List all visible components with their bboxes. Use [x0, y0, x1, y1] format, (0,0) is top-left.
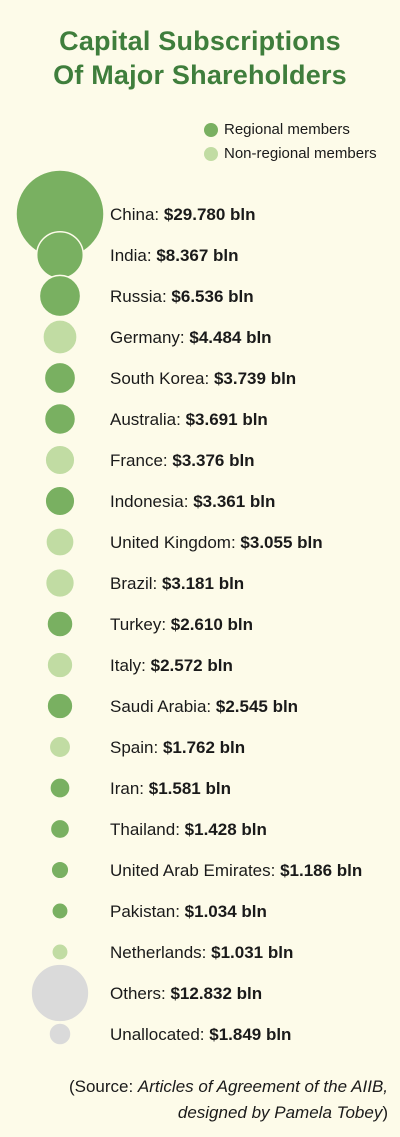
chart-title: Capital Subscriptions Of Major Sharehold… [0, 24, 400, 92]
label-name-thailand: Thailand: [110, 820, 185, 839]
label-france: France: $3.376 bln [110, 451, 255, 470]
label-value-south-korea: $3.739 bln [214, 369, 296, 388]
label-others: Others: $12.832 bln [110, 984, 262, 1003]
bubble-france [44, 444, 76, 476]
bubble-others [30, 963, 90, 1023]
legend-label-non-regional: Non-regional members [224, 145, 377, 162]
bubble-pakistan [51, 902, 69, 920]
bubble-thailand [49, 818, 71, 840]
bubble-netherlands [51, 943, 69, 961]
label-name-saudi-arabia: Saudi Arabia: [110, 697, 216, 716]
legend-item-non-regional: Non-regional members [204, 142, 377, 166]
label-south-korea: South Korea: $3.739 bln [110, 369, 296, 388]
label-name-south-korea: South Korea: [110, 369, 214, 388]
label-name-france: France: [110, 451, 172, 470]
source-prefix: (Source: [68, 1077, 138, 1096]
label-value-australia: $3.691 bln [186, 410, 268, 429]
label-name-iran: Iran: [110, 779, 149, 798]
legend-swatch-non-regional [204, 147, 218, 161]
label-name-turkey: Turkey: [110, 615, 171, 634]
label-name-pakistan: Pakistan: [110, 902, 185, 921]
bubble-russia [38, 274, 82, 318]
label-value-others: $12.832 bln [170, 984, 262, 1003]
label-value-italy: $2.572 bln [151, 656, 233, 675]
label-india: India: $8.367 bln [110, 246, 239, 265]
label-value-united-arab-emirates: $1.186 bln [280, 861, 362, 880]
bubble-chart: China: $29.780 bln India: $8.367 bln Russi… [15, 169, 362, 1046]
label-value-unallocated: $1.849 bln [209, 1025, 291, 1044]
label-value-pakistan: $1.034 bln [185, 902, 267, 921]
label-value-spain: $1.762 bln [163, 738, 245, 757]
label-saudi-arabia: Saudi Arabia: $2.545 bln [110, 697, 298, 716]
label-spain: Spain: $1.762 bln [110, 738, 245, 757]
bubble-spain [48, 735, 72, 759]
label-iran: Iran: $1.581 bln [110, 779, 231, 798]
bubble-germany [42, 319, 78, 355]
label-pakistan: Pakistan: $1.034 bln [110, 902, 267, 921]
label-name-germany: Germany: [110, 328, 189, 347]
label-value-china: $29.780 bln [164, 205, 256, 224]
label-germany: Germany: $4.484 bln [110, 328, 272, 347]
bubble-italy [46, 651, 74, 679]
legend-swatch-regional [204, 123, 218, 137]
label-value-brazil: $3.181 bln [162, 574, 244, 593]
bubble-indonesia [44, 485, 76, 517]
label-value-turkey: $2.610 bln [171, 615, 253, 634]
label-thailand: Thailand: $1.428 bln [110, 820, 267, 839]
source-note: (Source: Articles of Agreement of the AI… [69, 1074, 388, 1126]
label-name-netherlands: Netherlands: [110, 943, 211, 962]
legend-item-regional: Regional members [204, 118, 377, 142]
label-value-indonesia: $3.361 bln [193, 492, 275, 511]
bubble-turkey [46, 610, 74, 638]
label-name-spain: Spain: [110, 738, 163, 757]
label-russia: Russia: $6.536 bln [110, 287, 254, 306]
bubble-iran [49, 777, 71, 799]
bubble-india [35, 230, 85, 280]
label-name-india: India: [110, 246, 156, 265]
title-line-2: Of Major Shareholders [53, 60, 347, 90]
source-line-2: designed by Pamela Tobey [177, 1103, 383, 1122]
label-value-india: $8.367 bln [156, 246, 238, 265]
source-line-1: Articles of Agreement of the AIIB, [137, 1077, 388, 1096]
label-netherlands: Netherlands: $1.031 bln [110, 943, 293, 962]
bubble-unallocated [48, 1022, 72, 1046]
label-australia: Australia: $3.691 bln [110, 410, 268, 429]
label-name-others: Others: [110, 984, 170, 1003]
label-name-italy: Italy: [110, 656, 151, 675]
label-value-iran: $1.581 bln [149, 779, 231, 798]
label-value-france: $3.376 bln [172, 451, 254, 470]
label-value-saudi-arabia: $2.545 bln [216, 697, 298, 716]
label-name-brazil: Brazil: [110, 574, 162, 593]
label-name-australia: Australia: [110, 410, 186, 429]
label-value-germany: $4.484 bln [189, 328, 271, 347]
label-name-united-kingdom: United Kingdom: [110, 533, 240, 552]
label-name-indonesia: Indonesia: [110, 492, 193, 511]
label-italy: Italy: $2.572 bln [110, 656, 233, 675]
label-name-united-arab-emirates: United Arab Emirates: [110, 861, 280, 880]
title-line-1: Capital Subscriptions [59, 26, 341, 56]
label-united-arab-emirates: United Arab Emirates: $1.186 bln [110, 861, 362, 880]
label-united-kingdom: United Kingdom: $3.055 bln [110, 533, 323, 552]
label-brazil: Brazil: $3.181 bln [110, 574, 244, 593]
label-unallocated: Unallocated: $1.849 bln [110, 1025, 291, 1044]
legend: Regional members Non-regional members [204, 118, 377, 166]
bubble-brazil [44, 567, 76, 599]
label-name-unallocated: Unallocated: [110, 1025, 209, 1044]
bubble-saudi-arabia [46, 692, 74, 720]
bubble-south-korea [43, 361, 77, 395]
label-value-russia: $6.536 bln [171, 287, 253, 306]
label-indonesia: Indonesia: $3.361 bln [110, 492, 275, 511]
label-value-united-kingdom: $3.055 bln [240, 533, 322, 552]
bubble-united-kingdom [45, 527, 75, 557]
label-name-russia: Russia: [110, 287, 171, 306]
label-turkey: Turkey: $2.610 bln [110, 615, 253, 634]
source-suffix: ) [382, 1103, 388, 1122]
bubble-australia [43, 402, 77, 436]
legend-label-regional: Regional members [224, 121, 350, 138]
label-value-thailand: $1.428 bln [185, 820, 267, 839]
bubble-united-arab-emirates [50, 860, 70, 880]
label-value-netherlands: $1.031 bln [211, 943, 293, 962]
label-name-china: China: [110, 205, 164, 224]
label-china: China: $29.780 bln [110, 205, 256, 224]
